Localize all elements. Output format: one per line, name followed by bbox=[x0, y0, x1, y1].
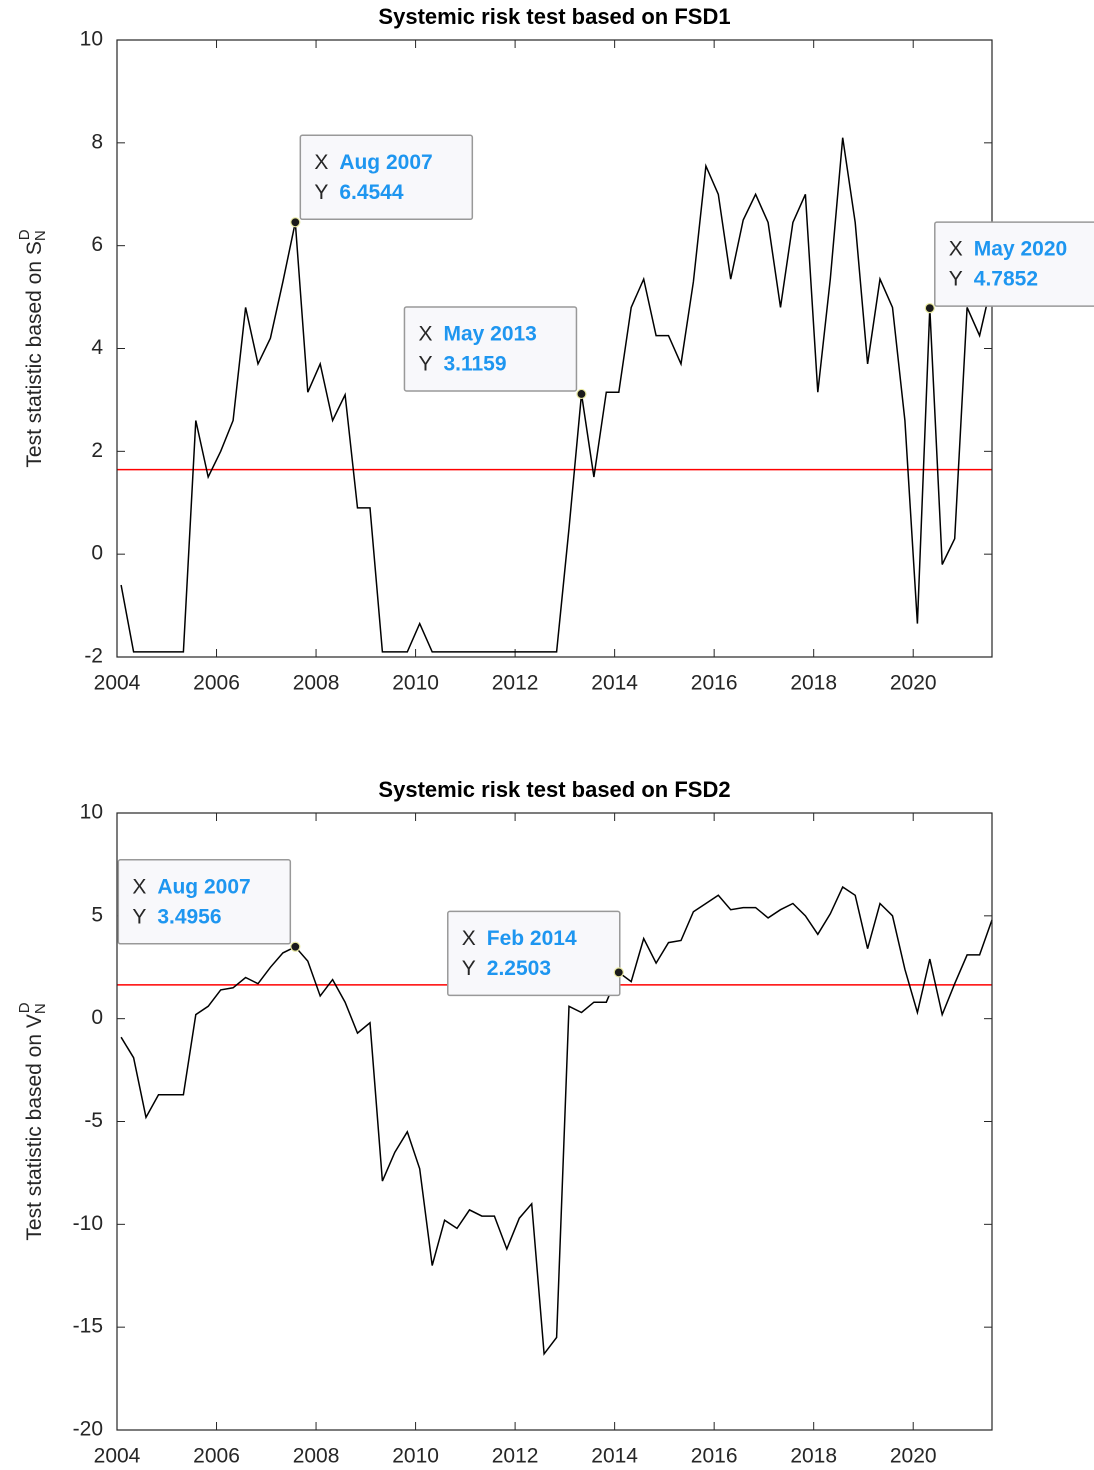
y-axis-label-text: Test statistic based on S bbox=[23, 241, 46, 467]
y-axis-label: Test statistic based on VND bbox=[16, 1002, 49, 1240]
datatip-box bbox=[447, 910, 621, 997]
datatip-x-key: X bbox=[132, 875, 146, 898]
x-tick-label: 2008 bbox=[293, 1445, 340, 1468]
data-line bbox=[120, 137, 993, 653]
y-tick-label: 10 bbox=[80, 28, 103, 51]
x-tick-label: 2004 bbox=[94, 672, 141, 695]
axes-box bbox=[116, 812, 993, 1431]
x-tick-label: 2006 bbox=[193, 672, 240, 695]
x-tick-label: 2012 bbox=[492, 1445, 539, 1468]
datatip-marker bbox=[613, 967, 624, 978]
datatip: X Aug 2007 Y 6.4544 bbox=[299, 134, 474, 221]
x-tick-label: 2018 bbox=[790, 672, 837, 695]
datatip-y-key: Y bbox=[132, 905, 146, 928]
x-tick-label: 2016 bbox=[691, 1445, 738, 1468]
x-tick-label: 2004 bbox=[94, 1445, 141, 1468]
datatip-y-value: 2.2503 bbox=[487, 957, 551, 980]
y-tick-label: -20 bbox=[73, 1418, 103, 1441]
datatip-y-value: 3.4956 bbox=[157, 905, 221, 928]
x-tick-label: 2008 bbox=[293, 672, 340, 695]
datatip-x-key: X bbox=[462, 927, 476, 950]
data-line bbox=[120, 885, 993, 1356]
y-tick-label: 10 bbox=[80, 801, 103, 824]
datatip-y-key: Y bbox=[462, 957, 476, 980]
y-axis-label-sup: D bbox=[16, 229, 33, 240]
y-tick-label: -2 bbox=[84, 645, 103, 668]
axes-box bbox=[116, 39, 993, 658]
x-tick-label: 2006 bbox=[193, 1445, 240, 1468]
datatip-marker bbox=[576, 388, 587, 400]
y-axis-label-sub: N bbox=[32, 230, 49, 241]
x-tick-label: 2010 bbox=[392, 672, 439, 695]
x-tick-label: 2014 bbox=[591, 1445, 638, 1468]
y-tick-label: 0 bbox=[91, 542, 103, 565]
y-tick-label: 2 bbox=[91, 439, 103, 462]
datatip-y-key: Y bbox=[418, 353, 432, 376]
y-tick-label: 5 bbox=[91, 903, 103, 926]
x-tick-label: 2012 bbox=[492, 672, 539, 695]
y-tick-label: 4 bbox=[91, 336, 103, 359]
y-tick-label: -5 bbox=[84, 1109, 103, 1132]
datatip-y-key: Y bbox=[314, 181, 328, 204]
x-tick-label: 2020 bbox=[890, 672, 937, 695]
datatip-box bbox=[299, 134, 474, 221]
datatip-y-key: Y bbox=[949, 268, 963, 291]
datatip-marker bbox=[290, 941, 301, 952]
datatip-box bbox=[403, 306, 578, 392]
datatip-x-key: X bbox=[418, 323, 432, 346]
x-tick-label: 2018 bbox=[790, 1445, 837, 1468]
y-tick-label: 0 bbox=[91, 1006, 103, 1029]
y-tick-label: 6 bbox=[91, 233, 103, 256]
datatip-x-value: Feb 2014 bbox=[487, 927, 577, 950]
datatip: X May 2020 Y 4.7852 bbox=[934, 221, 1094, 307]
y-axis-label-text: Test statistic based on V bbox=[23, 1014, 46, 1240]
datatip: X May 2013 Y 3.1159 bbox=[403, 306, 578, 392]
x-tick-label: 2010 bbox=[392, 1445, 439, 1468]
y-tick-label: 8 bbox=[91, 130, 103, 153]
datatip-x-value: Aug 2007 bbox=[157, 875, 250, 898]
datatip-marker bbox=[924, 303, 935, 314]
y-axis-label-sup: D bbox=[16, 1002, 33, 1013]
datatip-y-value: 3.1159 bbox=[443, 353, 506, 376]
datatip-x-key: X bbox=[314, 151, 328, 174]
y-axis-label: Test statistic based on SND bbox=[16, 229, 49, 467]
datatip-x-value: May 2013 bbox=[443, 323, 536, 346]
y-tick-label: -15 bbox=[73, 1315, 103, 1338]
datatip-x-value: May 2020 bbox=[974, 238, 1067, 261]
datatip-x-value: Aug 2007 bbox=[339, 151, 432, 174]
datatip-y-value: 6.4544 bbox=[339, 181, 404, 204]
datatip-x-key: X bbox=[949, 238, 963, 261]
x-tick-label: 2014 bbox=[591, 672, 638, 695]
y-tick-label: -10 bbox=[73, 1212, 103, 1235]
chart-title: Systemic risk test based on FSD2 bbox=[378, 777, 730, 802]
datatip-y-value: 4.7852 bbox=[974, 268, 1038, 291]
datatip: X Feb 2014 Y 2.2503 bbox=[447, 910, 621, 997]
y-axis-label-sub: N bbox=[32, 1003, 49, 1014]
x-tick-label: 2020 bbox=[890, 1445, 937, 1468]
datatip-box bbox=[934, 221, 1094, 307]
datatip-marker bbox=[290, 217, 301, 228]
datatip-box bbox=[117, 859, 292, 945]
datatip: X Aug 2007 Y 3.4956 bbox=[117, 859, 292, 945]
chart-title: Systemic risk test based on FSD1 bbox=[378, 4, 730, 29]
x-tick-label: 2016 bbox=[691, 672, 738, 695]
